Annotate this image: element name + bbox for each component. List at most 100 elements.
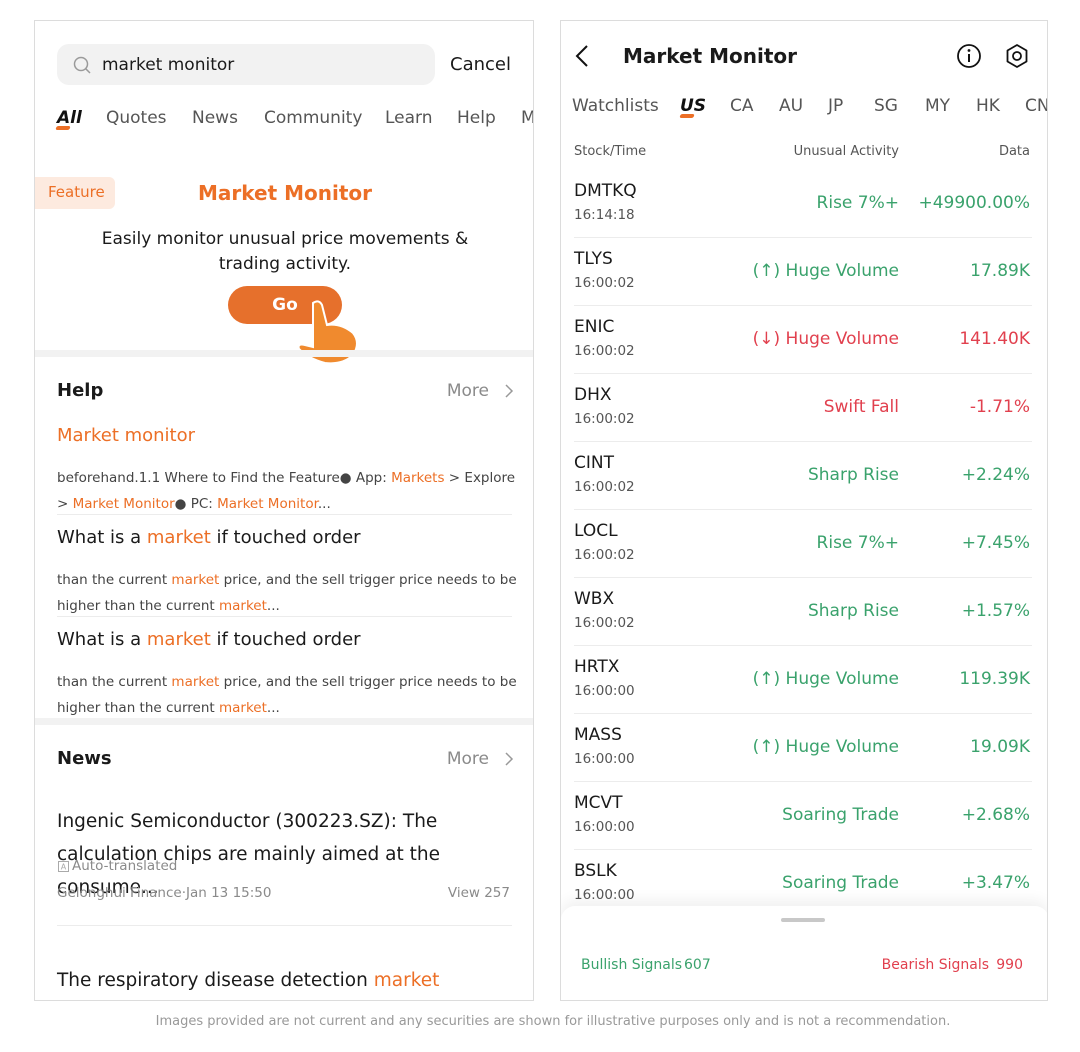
column-header: Stock/Time bbox=[574, 143, 647, 159]
sheet-handle bbox=[781, 918, 825, 922]
chevron bbox=[505, 752, 514, 766]
go-button[interactable]: Go bbox=[272, 294, 298, 315]
news-more[interactable]: More bbox=[446, 748, 489, 769]
activity-data: +49900.00% bbox=[918, 192, 1030, 213]
search-tab[interactable]: Help bbox=[457, 107, 496, 128]
help-item-snippet: than the current market price, and the s… bbox=[57, 567, 517, 619]
news-heading: News bbox=[57, 748, 112, 770]
market-tab[interactable]: MY bbox=[925, 95, 951, 116]
text-segment: beforehand.1.1 Where to Find the Feature… bbox=[57, 470, 392, 486]
settings-button[interactable] bbox=[1005, 44, 1029, 68]
highlight-segment: market bbox=[171, 572, 220, 588]
activity-type: Swift Fall bbox=[823, 396, 899, 417]
activity-time: 16:00:02 bbox=[574, 275, 635, 292]
divider bbox=[574, 237, 1032, 238]
activity-type: Rise 7%+ bbox=[816, 532, 899, 553]
highlight-segment: market bbox=[219, 598, 267, 614]
market-tab[interactable]: AU bbox=[779, 95, 804, 116]
monitor-screen: Market Monitor Watchlists US CA AU JP SG MY HK CN… bbox=[560, 20, 1048, 1001]
market-tab[interactable]: CN bbox=[1025, 95, 1048, 116]
text-segment: than the current bbox=[57, 674, 172, 690]
search-tab[interactable]: News bbox=[192, 107, 238, 128]
activity-time: 16:00:00 bbox=[574, 751, 635, 768]
text-segment: than the current bbox=[57, 572, 172, 588]
search-tab[interactable]: Quotes bbox=[106, 107, 167, 128]
translate-icon: A bbox=[58, 861, 69, 872]
market-tab[interactable]: HK bbox=[976, 95, 1000, 116]
market-tab[interactable]: SG bbox=[874, 95, 898, 116]
activity-type: (↓) Huge Volume bbox=[752, 328, 899, 349]
stock-symbol: DMTKQ bbox=[574, 180, 637, 201]
stock-symbol: BSLK bbox=[574, 860, 617, 881]
search-tab[interactable]: Community bbox=[264, 107, 363, 128]
activity-type: (↑) Huge Volume bbox=[752, 736, 899, 757]
divider bbox=[574, 509, 1032, 510]
activity-time: 16:00:00 bbox=[574, 887, 635, 904]
market-tab[interactable]: JP bbox=[828, 95, 844, 116]
search-tab[interactable]: M bbox=[521, 107, 533, 129]
activity-type: Rise 7%+ bbox=[816, 192, 899, 213]
market-tab[interactable]: Watchlists bbox=[572, 95, 659, 116]
divider bbox=[574, 373, 1032, 374]
back-button[interactable] bbox=[575, 45, 589, 67]
activity-time: 16:00:02 bbox=[574, 547, 635, 564]
text-segment: price, and the sell trigger price needs … bbox=[57, 572, 517, 614]
activity-type: Sharp Rise bbox=[807, 464, 899, 485]
search-box[interactable] bbox=[57, 44, 435, 85]
news-title: Ingenic Semiconductor (300223.SZ): The c… bbox=[57, 805, 517, 904]
highlight-segment: Markets bbox=[391, 470, 445, 486]
divider bbox=[35, 718, 533, 725]
news-source: Gelonghui Finance·Jan 13 15:50 bbox=[57, 885, 272, 902]
stock-symbol: MASS bbox=[574, 724, 622, 745]
market-tab[interactable]: US bbox=[680, 95, 707, 116]
activity-data: 19.09K bbox=[970, 736, 1030, 757]
highlight-segment: market bbox=[171, 674, 220, 690]
cancel-button[interactable]: Cancel bbox=[450, 54, 511, 76]
activity-data: +2.24% bbox=[961, 464, 1030, 485]
help-item-snippet: than the current market price, and the s… bbox=[57, 669, 517, 721]
stock-symbol: WBX bbox=[574, 588, 615, 609]
tab-underline bbox=[679, 114, 695, 118]
search-tab[interactable]: All bbox=[57, 107, 82, 128]
text-segment: if touched order bbox=[210, 527, 361, 548]
highlight-segment: Market Monitor bbox=[72, 496, 175, 512]
stock-symbol: MCVT bbox=[574, 792, 623, 813]
chevron bbox=[505, 384, 514, 398]
activity-type: Soaring Trade bbox=[782, 872, 899, 893]
news-tag: Auto-translated bbox=[72, 858, 178, 875]
activity-data: 119.39K bbox=[959, 668, 1030, 689]
activity-time: 16:00:02 bbox=[574, 479, 635, 496]
disclaimer: Images provided are not current and any … bbox=[155, 1013, 951, 1029]
feature-title: Market Monitor bbox=[197, 181, 372, 205]
stock-symbol: TLYS bbox=[574, 248, 613, 269]
search-tab[interactable]: Learn bbox=[385, 107, 433, 128]
help-more[interactable]: More bbox=[446, 380, 489, 401]
bearish-label: Bearish Signals bbox=[881, 956, 989, 973]
activity-data: +2.68% bbox=[961, 804, 1030, 825]
feature-badge: Feature bbox=[48, 183, 105, 202]
highlight-segment: market bbox=[373, 969, 440, 991]
divider bbox=[574, 305, 1032, 306]
bullish-count: 607 bbox=[684, 956, 711, 973]
market-tab[interactable]: CA bbox=[730, 95, 754, 116]
divider bbox=[57, 925, 512, 926]
activity-time: 16:00:00 bbox=[574, 683, 635, 700]
help-heading: Help bbox=[57, 380, 104, 402]
search-screen: market monitor Cancel All Quotes News Communi… bbox=[34, 20, 534, 1001]
activity-time: 16:14:18 bbox=[574, 207, 635, 224]
svg-text:A: A bbox=[61, 863, 67, 872]
highlight-segment: Market Monitor bbox=[217, 496, 318, 512]
text-segment: price, and the sell trigger price needs … bbox=[57, 674, 517, 716]
search-icon bbox=[73, 56, 91, 74]
search-query: market monitor bbox=[102, 54, 235, 75]
text-segment: ... bbox=[266, 598, 280, 614]
text-segment: ... bbox=[317, 496, 331, 512]
stock-symbol: ENIC bbox=[574, 316, 615, 337]
text-segment: if touched order bbox=[210, 629, 361, 650]
divider bbox=[574, 849, 1032, 850]
info-button[interactable] bbox=[957, 44, 981, 68]
activity-data: -1.71% bbox=[969, 396, 1030, 417]
bullish-label: Bullish Signals bbox=[581, 956, 683, 973]
help-item-title: What is a market if touched order bbox=[57, 525, 517, 551]
